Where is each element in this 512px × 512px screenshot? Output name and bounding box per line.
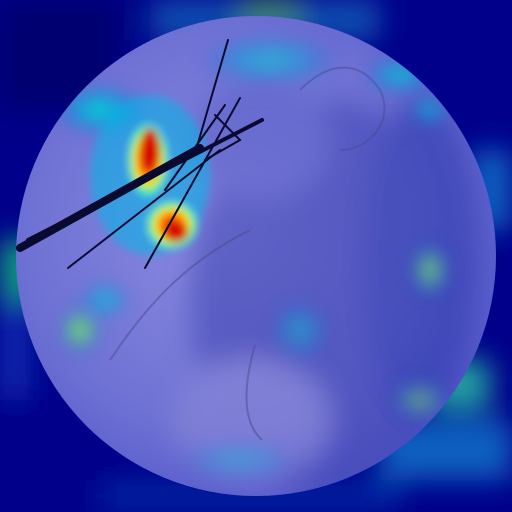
surgical-instruments <box>16 39 264 269</box>
